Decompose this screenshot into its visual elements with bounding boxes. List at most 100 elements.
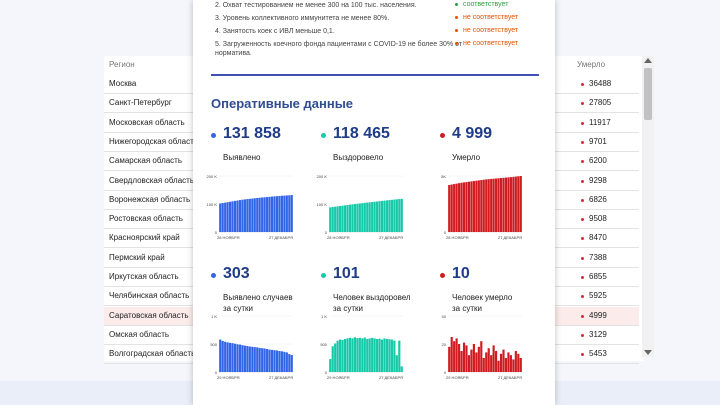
stat-value: 101 [333,265,360,282]
bar [231,201,234,232]
bar [480,341,483,372]
bar [499,353,503,372]
bar [353,337,356,372]
bar [458,344,461,372]
criterion-text: 2. Охват тестированием не менее 300 на 1… [215,1,417,10]
bar [348,337,352,372]
bar [400,366,403,372]
died-count: 5453 [589,349,607,359]
bar [339,339,342,372]
status-label: не соответствует [463,14,519,21]
bar [390,339,393,372]
stat-label-line2: за сутки [333,304,363,313]
died-dot-icon [581,160,584,164]
stat-dot-icon [211,273,216,278]
died-count: 5925 [589,291,607,301]
died-dot-icon [581,295,584,299]
bar [472,344,475,372]
status-label: соответствует [463,1,509,8]
died-dot-icon [581,121,584,125]
bar [270,349,274,372]
bar [368,338,371,372]
bar [288,195,291,232]
status-label: не соответствует [463,27,519,34]
bar [448,346,451,372]
bar [329,207,332,232]
stat-label: Выявлено [223,152,260,163]
scrollbar-thumb[interactable] [644,68,652,120]
status-dot-icon [455,41,458,45]
died-count: 11917 [589,117,611,127]
criterion-status: соответствует [455,1,508,8]
bar [368,202,371,232]
bar-chart: 0 100 K 200 K 28 НОЯБРЯ 27 ДЕКАБРЯ [207,174,294,240]
bar [266,349,269,372]
stat-label: Выздоровело [333,152,383,163]
operational-data-panel: 2. Охват тестированием не менее 300 на 1… [193,0,555,405]
bar [373,201,376,232]
bar [275,350,279,372]
bar [361,203,364,232]
bar [243,199,246,232]
scroll-down-arrow-icon[interactable] [644,350,652,355]
bar [331,346,334,372]
bar [366,338,369,372]
bar [507,177,510,232]
y-tick-label: 0 [215,370,218,375]
criterion-line: 4. Занятость коек с ИВЛ меньше 0,1. [215,28,335,35]
table-scrollbar[interactable] [642,56,654,357]
died-count: 8470 [589,233,607,243]
bar [241,345,244,372]
x-tick-label-end: 27 ДЕКАБРЯ [498,235,522,240]
bar [390,199,393,232]
bar [378,201,381,232]
bar [393,340,396,372]
stat-value: 131 858 [223,125,281,142]
died-count: 4999 [589,310,607,320]
bar [509,355,512,372]
bar [371,337,374,372]
died-count: 27805 [589,98,612,108]
bar [477,180,480,232]
y-tick-label: 0 [325,230,328,235]
died-dot-icon [581,179,584,183]
bar [378,338,381,372]
bar [238,344,242,372]
x-tick-label-end: 27 ДЕКАБРЯ [379,375,403,380]
stat-value: 118 465 [333,125,390,142]
bar [499,178,503,232]
bar [497,178,500,232]
region-name: Самарская область [109,156,183,166]
died-dot-icon [581,83,584,86]
y-tick-label: 0 [325,370,328,375]
bar [371,202,374,232]
stat-dot-icon [321,273,326,278]
died-dot-icon [581,237,584,241]
stat-label-line1: Человек выздоровел [333,293,411,302]
bar [233,343,237,372]
y-tick-label: 500 [210,342,217,347]
region-name: Ростовская область [109,214,183,224]
bar [460,182,463,232]
bar [458,183,461,232]
stat-label: Человек умерло за сутки [452,292,512,314]
bar [275,196,279,232]
bar [504,358,508,372]
died-dot-icon [581,333,584,337]
x-tick-label-start: 28 НОЯБРЯ [217,235,240,240]
died-dot-icon [581,218,584,222]
bar [263,197,266,232]
bar [450,184,453,232]
y-tick-label: 200 K [207,174,218,179]
scroll-up-arrow-icon[interactable] [644,58,652,63]
bar [487,179,490,232]
bar [492,345,495,372]
status-dot-icon [455,2,458,6]
bar [341,205,344,232]
x-tick-label-end: 27 ДЕКАБРЯ [269,235,293,240]
bar [400,198,403,232]
bar [268,196,271,232]
bar [485,179,488,232]
died-count: 9298 [589,175,607,185]
bar [358,337,361,372]
